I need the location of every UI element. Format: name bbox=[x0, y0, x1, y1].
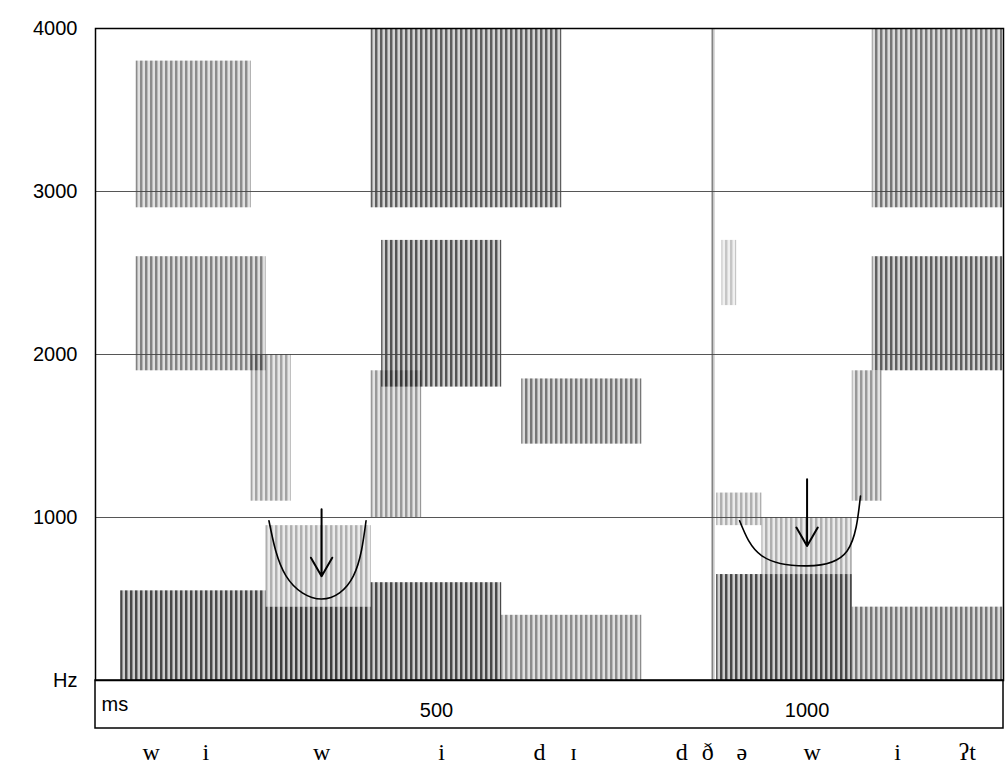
svg-text:w: w bbox=[142, 739, 160, 765]
svg-text:500: 500 bbox=[420, 699, 453, 721]
svg-text:ð: ð bbox=[702, 739, 714, 765]
svg-text:1000: 1000 bbox=[785, 699, 830, 721]
svg-text:ɪ: ɪ bbox=[570, 739, 577, 765]
svg-text:Hz: Hz bbox=[53, 669, 77, 691]
svg-text:w: w bbox=[804, 739, 822, 765]
svg-text:i: i bbox=[894, 739, 901, 765]
svg-text:d: d bbox=[533, 739, 545, 765]
svg-text:i: i bbox=[438, 739, 445, 765]
svg-text:2000: 2000 bbox=[33, 343, 78, 365]
svg-text:i: i bbox=[203, 739, 210, 765]
svg-text:1000: 1000 bbox=[33, 506, 78, 528]
svg-text:4000: 4000 bbox=[33, 17, 78, 39]
svg-text:w: w bbox=[313, 739, 331, 765]
svg-text:ms: ms bbox=[102, 693, 129, 715]
svg-text:ʔt: ʔt bbox=[959, 739, 977, 765]
svg-text:d: d bbox=[676, 739, 688, 765]
svg-text:ə: ə bbox=[737, 739, 748, 765]
svg-text:3000: 3000 bbox=[33, 180, 78, 202]
